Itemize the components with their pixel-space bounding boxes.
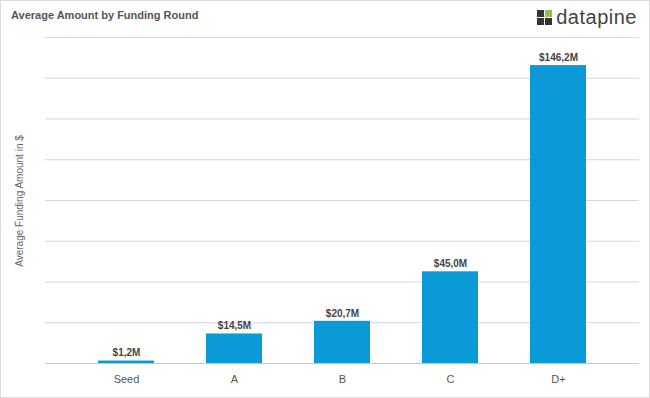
html-text:datapine: datapine <box>556 6 637 28</box>
svg-text:Seed: Seed <box>114 373 140 385</box>
svg-text:$1,2M: $1,2M <box>113 347 141 358</box>
svg-text:C: C <box>447 373 455 385</box>
html-text:Average Amount by Funding Roun: Average Amount by Funding Round <box>11 9 199 21</box>
svg-text:D+: D+ <box>551 373 565 385</box>
svg-text:B: B <box>339 373 346 385</box>
svg-text:$45,0M: $45,0M <box>434 258 467 269</box>
svg-text:A: A <box>231 373 239 385</box>
svg-text:$20,7M: $20,7M <box>326 308 359 319</box>
svg-text:$14,5M: $14,5M <box>218 320 251 331</box>
html-text:Average Funding Amount in $: Average Funding Amount in $ <box>13 135 25 267</box>
svg-text:$146,2M: $146,2M <box>539 52 578 63</box>
